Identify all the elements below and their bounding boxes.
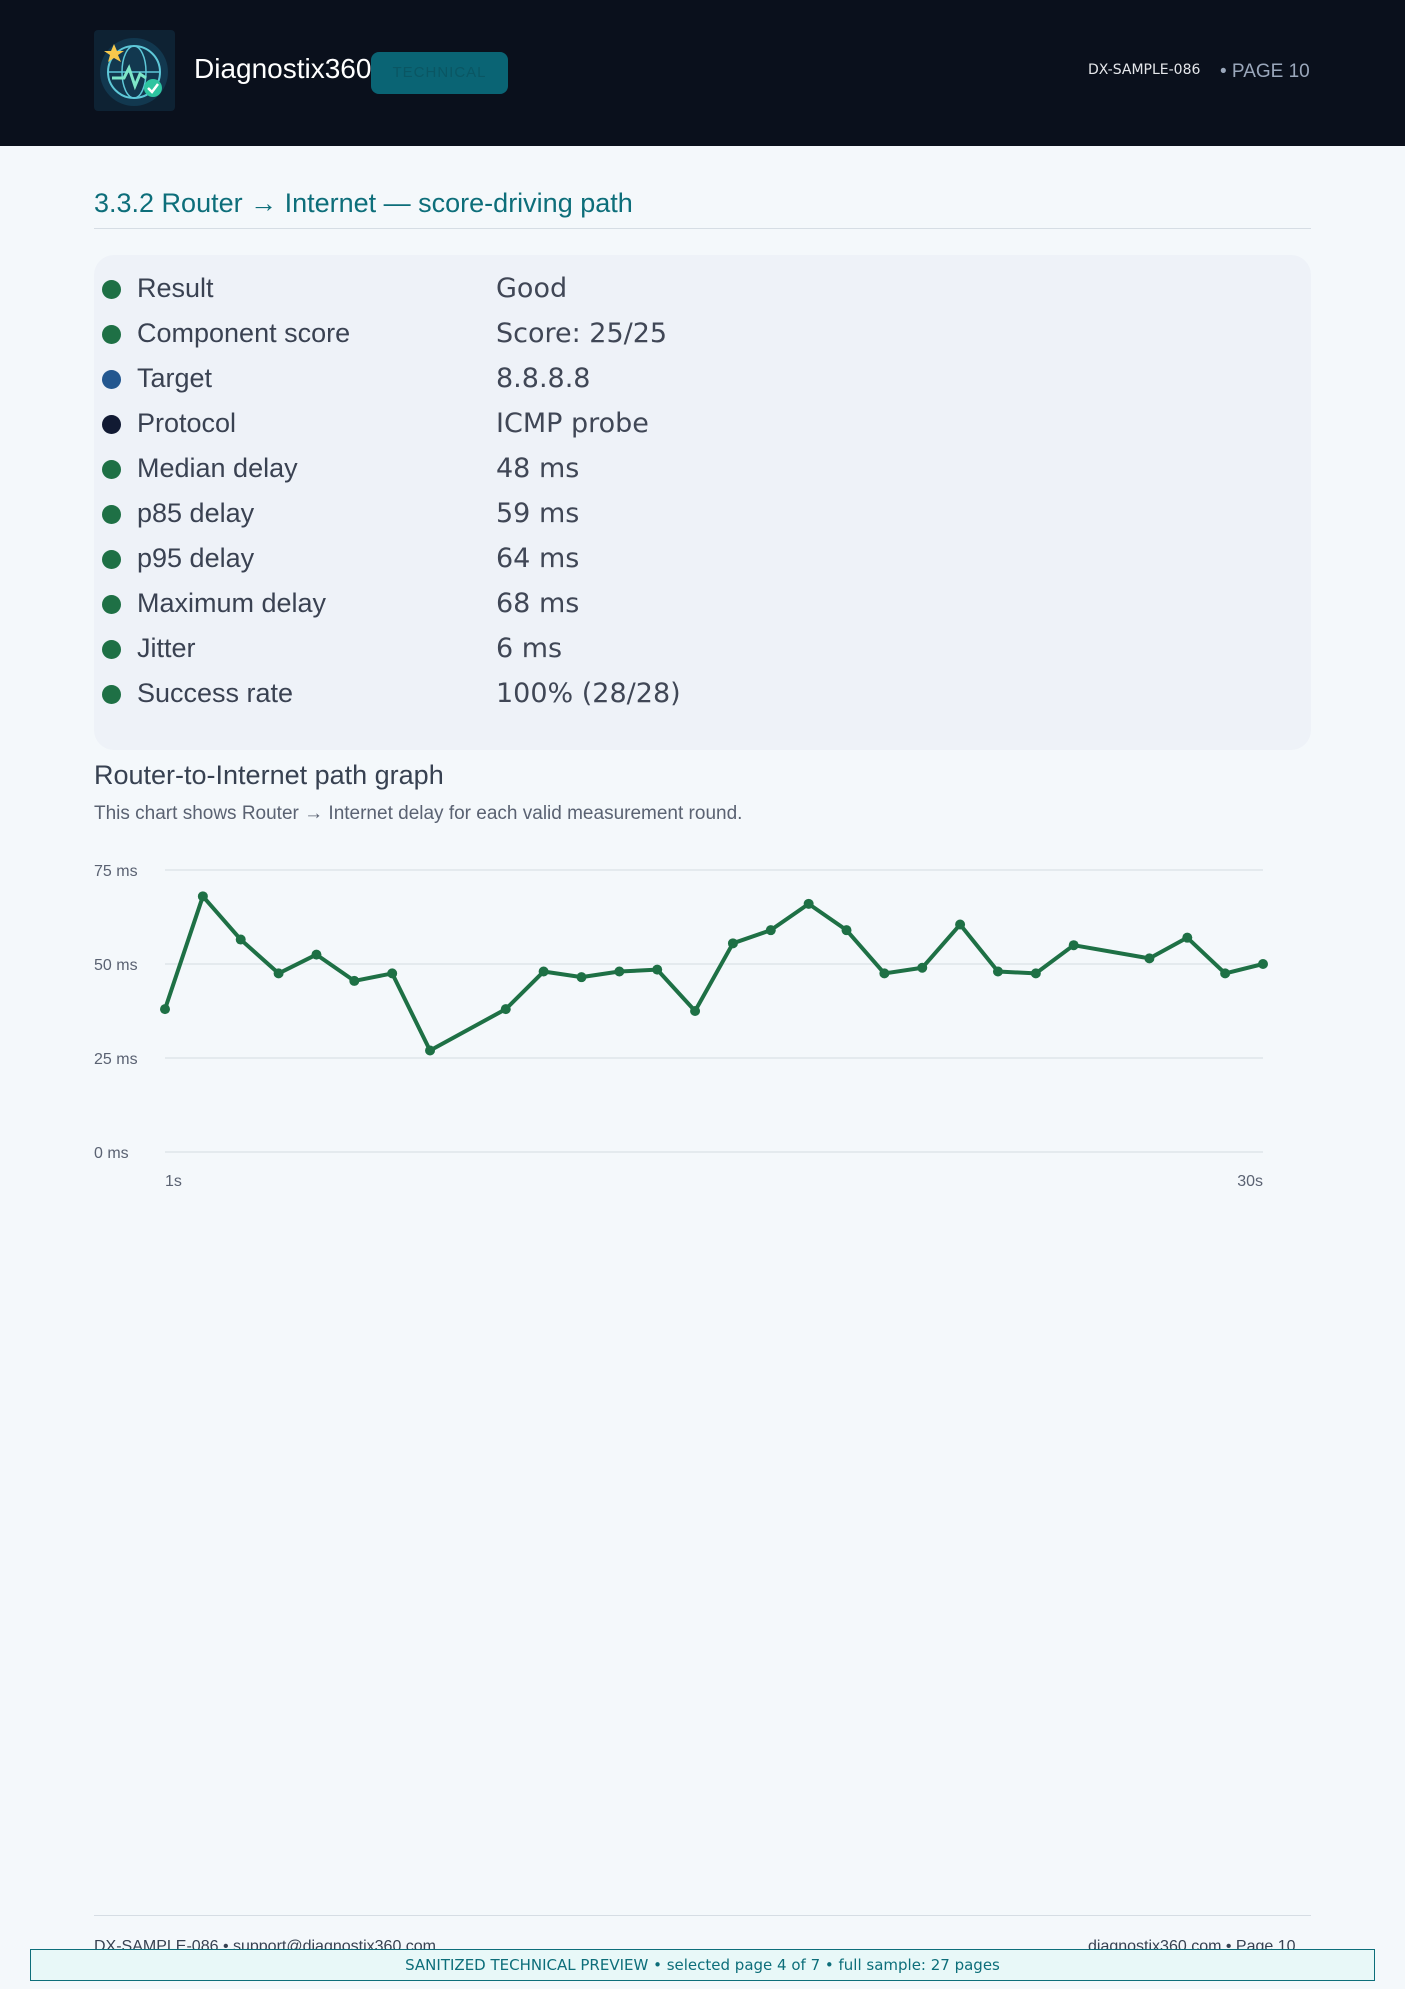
footer-divider — [94, 1915, 1311, 1916]
detail-value: 100% (28/28) — [496, 678, 681, 709]
data-point — [1068, 940, 1079, 951]
x-tick-label: 1s — [165, 1173, 182, 1190]
data-point — [1220, 968, 1231, 979]
detail-value: Good — [496, 273, 568, 304]
graph-title: Router-to-Internet path graph — [94, 760, 444, 790]
detail-row-success-rate: Success rate 100% (28/28) — [94, 676, 1311, 716]
detail-row-result: Result Good — [94, 271, 1311, 311]
technical-badge: TECHNICAL — [371, 52, 508, 94]
data-point — [273, 968, 284, 979]
data-point — [387, 968, 398, 979]
detail-row-component-score: Component score Score: 25/25 — [94, 316, 1311, 356]
detail-value: 68 ms — [496, 588, 580, 619]
detail-value: Score: 25/25 — [496, 318, 668, 349]
detail-value: 64 ms — [496, 543, 580, 574]
data-point — [841, 925, 852, 936]
data-point — [160, 1004, 170, 1015]
data-point — [425, 1045, 436, 1056]
data-point — [803, 898, 814, 909]
page-number: • PAGE 10 — [1220, 61, 1310, 82]
detail-value: 59 ms — [496, 498, 580, 529]
data-point — [235, 934, 246, 945]
data-point — [690, 1006, 701, 1016]
detail-label: p85 delay — [137, 498, 255, 528]
detail-label: Maximum delay — [137, 588, 327, 618]
data-point — [917, 962, 928, 973]
detail-label: Jitter — [137, 633, 196, 663]
preview-notice: SANITIZED TECHNICAL PREVIEW • selected p… — [30, 1949, 1375, 1981]
detail-label: Target — [137, 363, 213, 393]
details-card: Result Good Component score Score: 25/25… — [94, 255, 1311, 750]
detail-label: Success rate — [137, 678, 294, 708]
data-point — [500, 1004, 511, 1015]
detail-row-p95-delay: p95 delay 64 ms — [94, 541, 1311, 581]
data-point — [879, 968, 890, 979]
section-title: 3.3.2 Router → Internet — score-driving … — [94, 188, 633, 218]
detail-row-jitter: Jitter 6 ms — [94, 631, 1311, 671]
detail-row-median-delay: Median delay 48 ms — [94, 451, 1311, 491]
status-dot-icon — [102, 550, 121, 569]
detail-label: Component score — [137, 318, 351, 348]
status-dot-icon — [102, 685, 121, 704]
data-point — [992, 966, 1003, 977]
document-id: DX-SAMPLE-086 — [1088, 62, 1201, 78]
status-dot-icon — [102, 415, 121, 434]
data-point — [955, 919, 966, 930]
status-dot-icon — [102, 460, 121, 479]
data-point — [1030, 968, 1041, 979]
status-dot-icon — [102, 505, 121, 524]
data-point — [1258, 959, 1268, 969]
data-point — [538, 966, 549, 977]
detail-row-protocol: Protocol ICMP probe — [94, 406, 1311, 446]
detail-label: Result — [137, 273, 214, 303]
detail-label: Median delay — [137, 453, 298, 483]
data-point — [576, 972, 587, 983]
report-header: Diagnostix360 TECHNICAL DX-SAMPLE-086 • … — [0, 0, 1405, 146]
detail-label: p95 delay — [137, 543, 255, 573]
status-dot-icon — [102, 325, 121, 344]
data-point — [1182, 932, 1193, 943]
detail-row-target: Target 8.8.8.8 — [94, 361, 1311, 401]
graph-subtitle: This chart shows Router → Internet delay… — [94, 803, 743, 824]
status-dot-icon — [102, 595, 121, 614]
y-tick-label: 75 ms — [94, 863, 138, 880]
detail-value: 6 ms — [496, 633, 563, 664]
section-divider — [94, 228, 1311, 229]
detail-value: ICMP probe — [496, 408, 649, 439]
detail-value: 48 ms — [496, 453, 580, 484]
status-dot-icon — [102, 370, 121, 389]
status-dot-icon — [102, 640, 121, 659]
delay-series-line — [163, 894, 1264, 1053]
data-point — [349, 975, 360, 986]
detail-row-p85-delay: p85 delay 59 ms — [94, 496, 1311, 536]
x-tick-label: 30s — [1237, 1173, 1263, 1190]
y-tick-label: 25 ms — [94, 1051, 138, 1068]
data-point — [765, 925, 776, 936]
data-point — [197, 891, 208, 902]
data-point — [727, 938, 738, 949]
y-tick-label: 50 ms — [94, 957, 138, 974]
detail-value: 8.8.8.8 — [496, 363, 591, 394]
diagnostix-logo-icon — [94, 30, 175, 111]
brand-name: Diagnostix360 — [194, 53, 372, 84]
detail-row-maximum-delay: Maximum delay 68 ms — [94, 586, 1311, 626]
data-point — [614, 966, 625, 977]
data-point — [311, 949, 322, 960]
data-point — [652, 964, 663, 975]
detail-label: Protocol — [137, 408, 237, 438]
status-dot-icon — [102, 280, 121, 299]
data-point — [1144, 953, 1155, 964]
y-tick-label: 0 ms — [94, 1145, 129, 1162]
